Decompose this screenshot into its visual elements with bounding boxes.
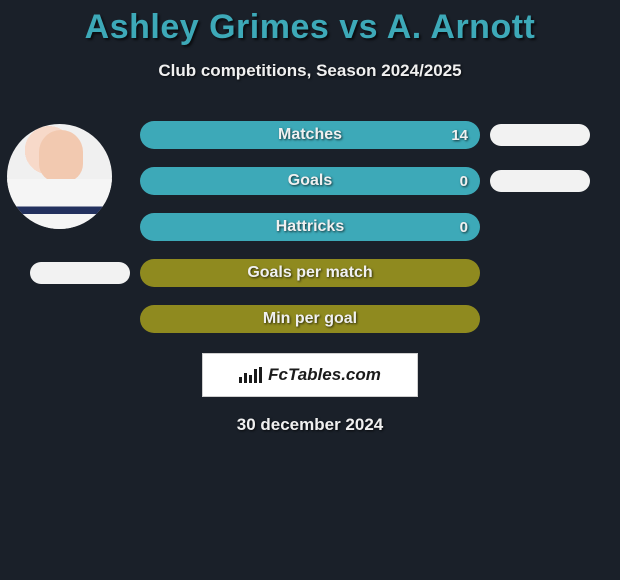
stat-row: Goals per match [0, 259, 620, 287]
page-title: Ashley Grimes vs A. Arnott [0, 0, 620, 47]
side-pill-right [490, 170, 590, 192]
stat-row: Min per goal [0, 305, 620, 333]
stat-value: 14 [451, 127, 468, 144]
stat-label: Hattricks [276, 218, 344, 236]
stat-row: Goals 0 [0, 167, 620, 195]
stat-pill-hattricks: Hattricks 0 [140, 213, 480, 241]
stat-label: Matches [278, 126, 342, 144]
stat-row: Hattricks 0 [0, 213, 620, 241]
stat-label: Min per goal [263, 310, 357, 328]
bars-chart-icon [239, 367, 262, 383]
date-label: 30 december 2024 [0, 415, 620, 435]
comparison-card: Ashley Grimes vs A. Arnott Club competit… [0, 0, 620, 580]
stat-value: 0 [460, 219, 468, 236]
brand-box[interactable]: FcTables.com [202, 353, 418, 397]
stat-label: Goals per match [247, 264, 372, 282]
stat-pill-gpm: Goals per match [140, 259, 480, 287]
stat-pill-mpg: Min per goal [140, 305, 480, 333]
side-pill-right [490, 124, 590, 146]
stat-label: Goals [288, 172, 332, 190]
brand-text: FcTables.com [268, 365, 381, 385]
side-pill-left [30, 262, 130, 284]
stat-value: 0 [460, 173, 468, 190]
stat-pill-goals: Goals 0 [140, 167, 480, 195]
subtitle: Club competitions, Season 2024/2025 [0, 61, 620, 81]
stat-pill-matches: Matches 14 [140, 121, 480, 149]
stat-row: Matches 14 [0, 121, 620, 149]
